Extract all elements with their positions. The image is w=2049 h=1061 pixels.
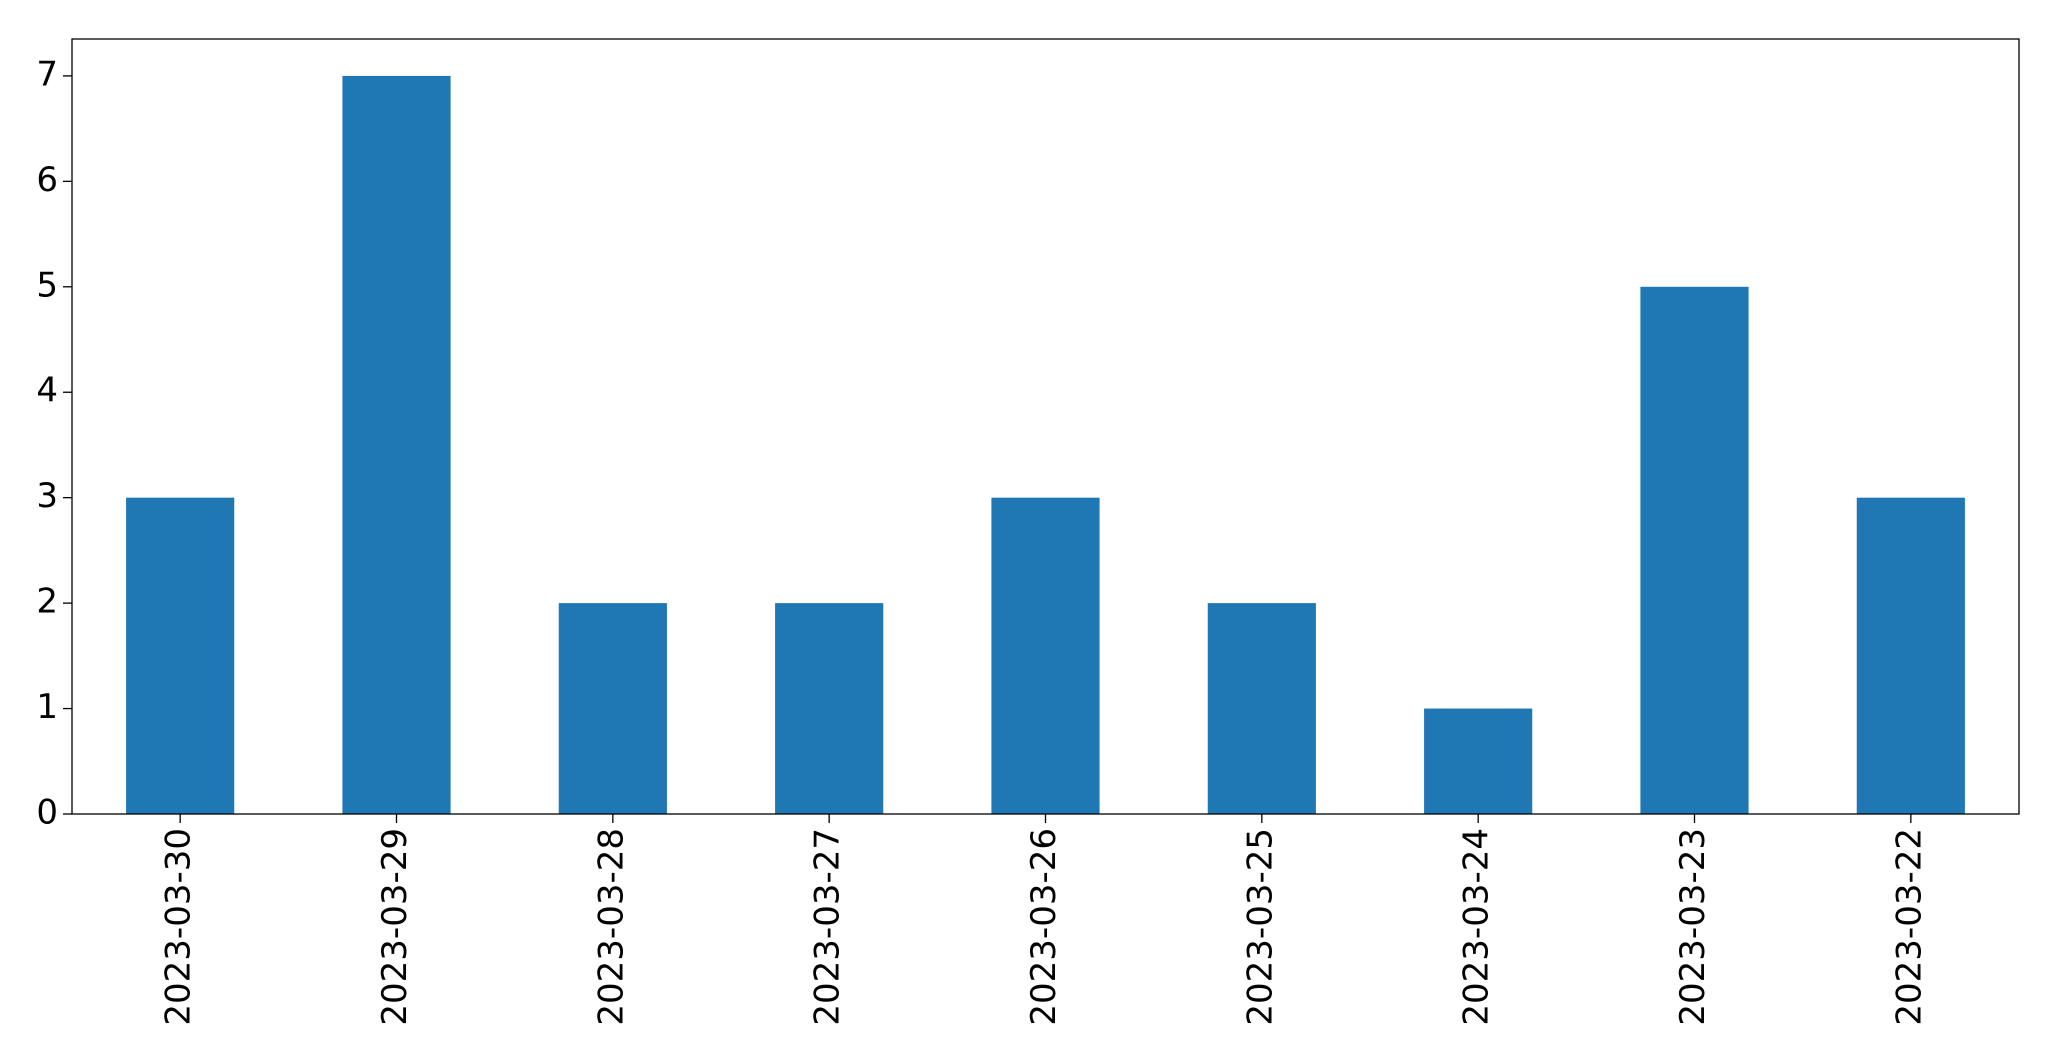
y-tick-label: 7 [36, 54, 58, 94]
bar [1207, 603, 1316, 814]
y-tick-label: 6 [36, 160, 58, 200]
x-tick-label: 2023-03-24 [1457, 828, 1497, 1026]
y-tick-label: 3 [36, 476, 58, 516]
x-tick-label: 2023-03-27 [808, 828, 848, 1026]
plot-frame [71, 38, 2020, 815]
y-tick-label: 4 [36, 371, 58, 411]
y-tick-label: 0 [36, 793, 58, 833]
x-tick-label: 2023-03-29 [375, 828, 415, 1026]
x-tick-label: 2023-03-25 [1240, 828, 1280, 1026]
bar [342, 75, 451, 814]
x-tick-label: 2023-03-23 [1673, 828, 1713, 1026]
bar [991, 497, 1100, 814]
x-tick-label: 2023-03-30 [159, 828, 199, 1026]
bar [775, 603, 884, 814]
bar [558, 603, 667, 814]
x-tick-label: 2023-03-26 [1024, 828, 1064, 1026]
bar [1640, 286, 1749, 814]
y-tick-label: 5 [36, 265, 58, 305]
bar [1856, 497, 1965, 814]
bar [1424, 708, 1533, 814]
bar [126, 497, 235, 814]
y-tick-label: 1 [36, 687, 58, 727]
y-tick-label: 2 [36, 582, 58, 622]
x-tick-label: 2023-03-28 [591, 828, 631, 1026]
x-tick-label: 2023-03-22 [1889, 828, 1929, 1026]
